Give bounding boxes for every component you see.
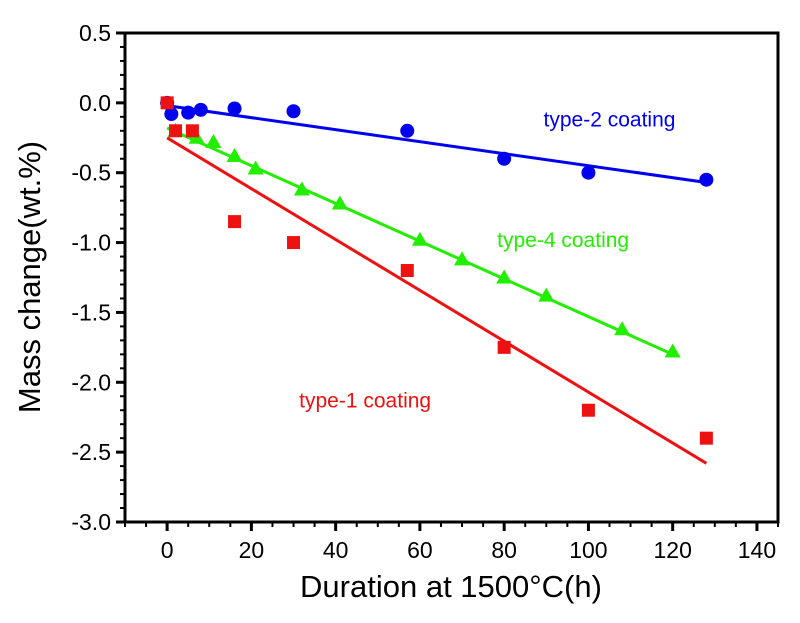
x-tick-label: 40	[323, 537, 349, 563]
y-tick-label: -2.5	[71, 439, 111, 465]
data-point	[160, 96, 174, 110]
y-tick-label: -1.0	[71, 230, 111, 256]
y-tick-label: -0.5	[71, 160, 111, 186]
series-annotation: type-2 coating	[544, 109, 676, 132]
plot-frame	[123, 31, 780, 524]
x-tick-label: 20	[239, 537, 265, 563]
data-point	[581, 403, 595, 417]
data-point	[164, 107, 179, 122]
data-point	[227, 101, 242, 116]
series-type-4-coating	[166, 122, 681, 358]
data-point	[497, 151, 512, 166]
data-point	[205, 133, 222, 148]
y-tick-label: -2.0	[71, 369, 111, 395]
data-point	[497, 340, 511, 354]
y-tick-label: 0.5	[79, 20, 111, 46]
fit-line	[166, 136, 708, 465]
series-annotation: type-4 coating	[497, 229, 629, 252]
data-point	[699, 431, 713, 445]
data-point	[226, 147, 243, 162]
data-point	[664, 343, 681, 358]
x-axis-label: Duration at 1500°C(h)	[300, 569, 602, 604]
x-tick-label: 140	[738, 537, 776, 563]
data-point	[193, 102, 208, 117]
data-point	[538, 287, 555, 302]
data-point	[169, 124, 183, 138]
data-point	[614, 321, 631, 336]
x-tick-label: 0	[161, 537, 174, 563]
data-point	[454, 251, 471, 266]
y-axis-label: Mass change(wt.%)	[12, 141, 47, 413]
data-point	[699, 172, 714, 187]
data-point	[181, 105, 196, 120]
data-point	[411, 231, 428, 246]
data-point	[287, 236, 301, 250]
data-point	[293, 181, 310, 196]
data-point	[581, 165, 596, 180]
data-point	[185, 124, 199, 138]
data-point	[400, 123, 415, 138]
data-point	[228, 215, 242, 229]
data-point	[400, 264, 414, 278]
y-tick-label: -1.5	[71, 299, 111, 325]
series-type-2-coating	[160, 95, 714, 187]
data-point	[496, 269, 513, 284]
series-annotation: type-1 coating	[299, 389, 431, 412]
x-tick-label: 100	[569, 537, 607, 563]
data-point	[286, 104, 301, 119]
fit-line	[166, 104, 707, 184]
y-tick-label: 0.0	[79, 90, 111, 116]
series-type-1-coating	[160, 96, 713, 465]
x-tick-label: 60	[407, 537, 433, 563]
x-tick-label: 120	[653, 537, 691, 563]
y-tick-label: -3.0	[71, 509, 111, 535]
data-point	[247, 160, 264, 175]
data-point	[331, 195, 348, 210]
x-tick-label: 80	[491, 537, 517, 563]
